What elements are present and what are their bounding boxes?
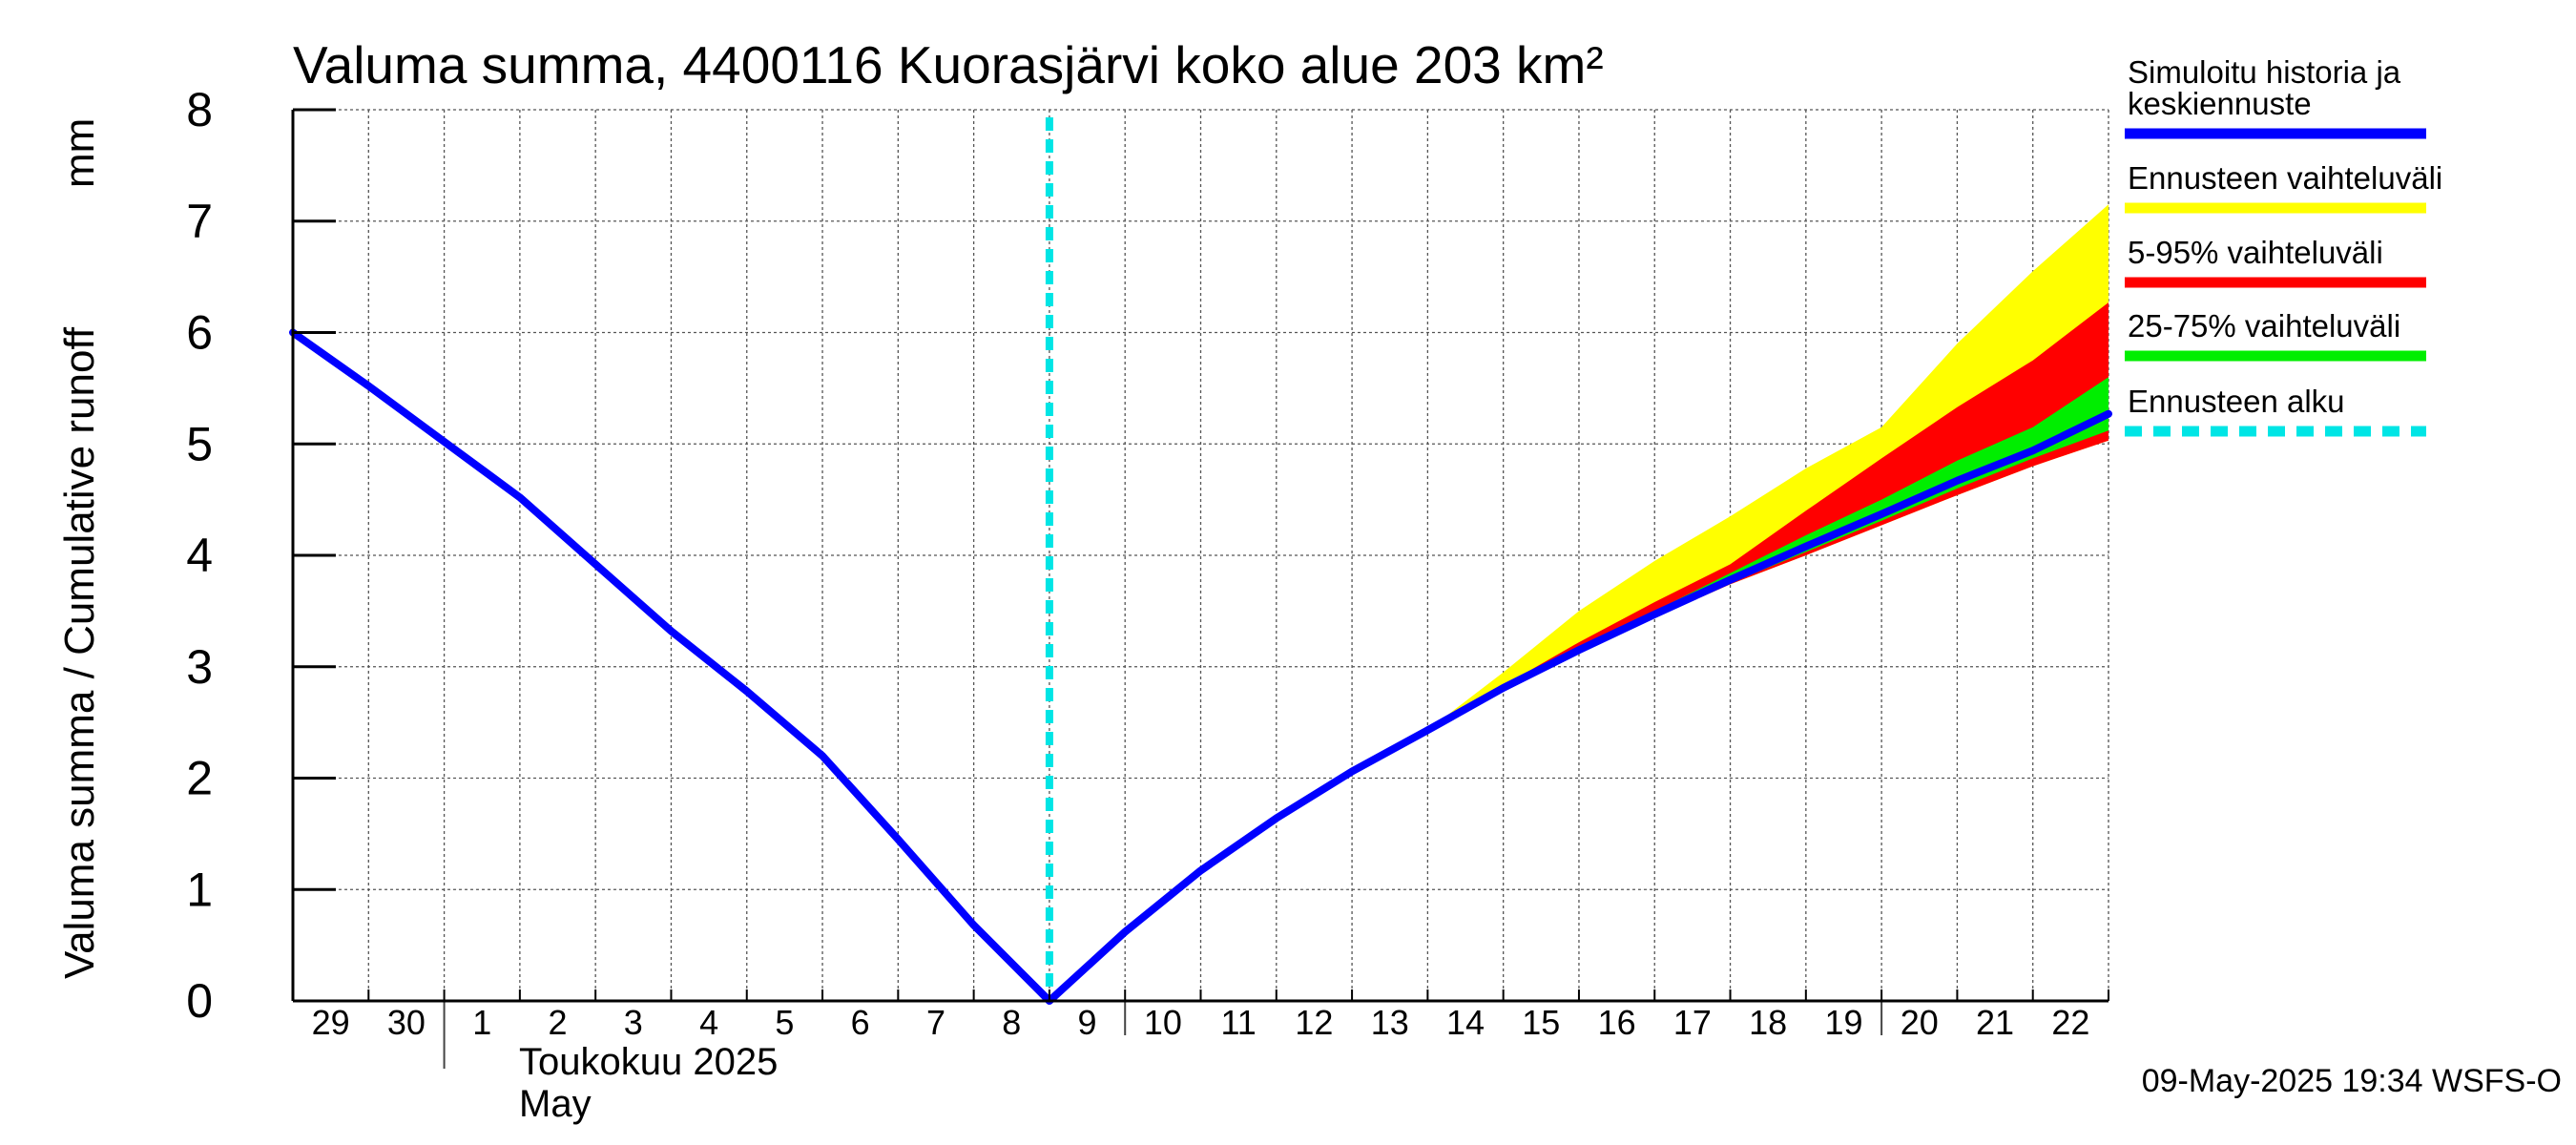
x-tick-labels: 29 30 1 2 3 4 5 6 7 8 9 10 11 12 13 14 15 16 17 18 19 20 21 22 — [312, 1003, 2090, 1042]
x-tick-label: 22 — [2051, 1003, 2089, 1042]
y-axis-label: Valuma summa / Cumulative runoff — [56, 326, 103, 979]
y-tick-label: 1 — [186, 863, 213, 916]
month-label-en: May — [519, 1083, 592, 1125]
x-tick-label: 17 — [1673, 1003, 1712, 1042]
legend-simulated-label: keskiennuste — [2128, 86, 2312, 121]
legend-full-range-label: Ennusteen vaihteluväli — [2128, 160, 2442, 196]
x-tick-label: 3 — [624, 1003, 643, 1042]
x-tick-label: 21 — [1976, 1003, 2014, 1042]
x-tick-label: 5 — [775, 1003, 794, 1042]
x-tick-label: 6 — [851, 1003, 870, 1042]
y-axis-unit: mm — [56, 118, 103, 188]
legend-5-95-label: 5-95% vaihteluväli — [2128, 235, 2383, 270]
x-tick-label: 4 — [699, 1003, 718, 1042]
x-tick-label: 18 — [1749, 1003, 1787, 1042]
y-tick-label: 6 — [186, 306, 213, 360]
x-tick-label: 7 — [926, 1003, 945, 1042]
y-tick-labels: 0 1 2 3 4 5 6 7 8 — [186, 83, 213, 1028]
y-tick-label: 4 — [186, 529, 213, 582]
y-tick-label: 3 — [186, 640, 213, 694]
x-tick-label: 1 — [472, 1003, 491, 1042]
x-tick-label: 13 — [1371, 1003, 1409, 1042]
x-tick-label: 20 — [1901, 1003, 1939, 1042]
y-tick-label: 8 — [186, 83, 213, 136]
x-tick-label: 16 — [1598, 1003, 1636, 1042]
band-full-range — [1427, 204, 2109, 731]
legend-simulated-label: Simuloitu historia ja — [2128, 54, 2401, 90]
axes — [291, 108, 2109, 1069]
x-tick-label: 9 — [1078, 1003, 1097, 1042]
legend-forecast-start-label: Ennusteen alku — [2128, 384, 2345, 419]
x-tick-label: 10 — [1144, 1003, 1182, 1042]
y-tick-label: 5 — [186, 417, 213, 470]
y-tick-label: 0 — [186, 974, 213, 1028]
x-tick-label: 30 — [387, 1003, 426, 1042]
legend-25-75-label: 25-75% vaihteluväli — [2128, 308, 2400, 344]
x-tick-label: 11 — [1220, 1003, 1256, 1042]
month-label-fi: Toukokuu 2025 — [519, 1041, 778, 1083]
x-tick-label: 29 — [312, 1003, 350, 1042]
x-tick-label: 2 — [549, 1003, 568, 1042]
chart-title: Valuma summa, 4400116 Kuorasjärvi koko a… — [293, 35, 1604, 94]
timestamp: 09-May-2025 19:34 WSFS-O — [2142, 1063, 2562, 1099]
x-tick-label: 15 — [1522, 1003, 1560, 1042]
y-tick-label: 7 — [186, 195, 213, 248]
x-tick-label: 19 — [1824, 1003, 1862, 1042]
x-tick-label: 14 — [1446, 1003, 1485, 1042]
forecast-bands — [1427, 204, 2109, 731]
band-25-75 — [1578, 377, 2109, 652]
y-tick-label: 2 — [186, 752, 213, 805]
x-tick-label: 8 — [1002, 1003, 1021, 1042]
x-tick-label: 12 — [1295, 1003, 1333, 1042]
